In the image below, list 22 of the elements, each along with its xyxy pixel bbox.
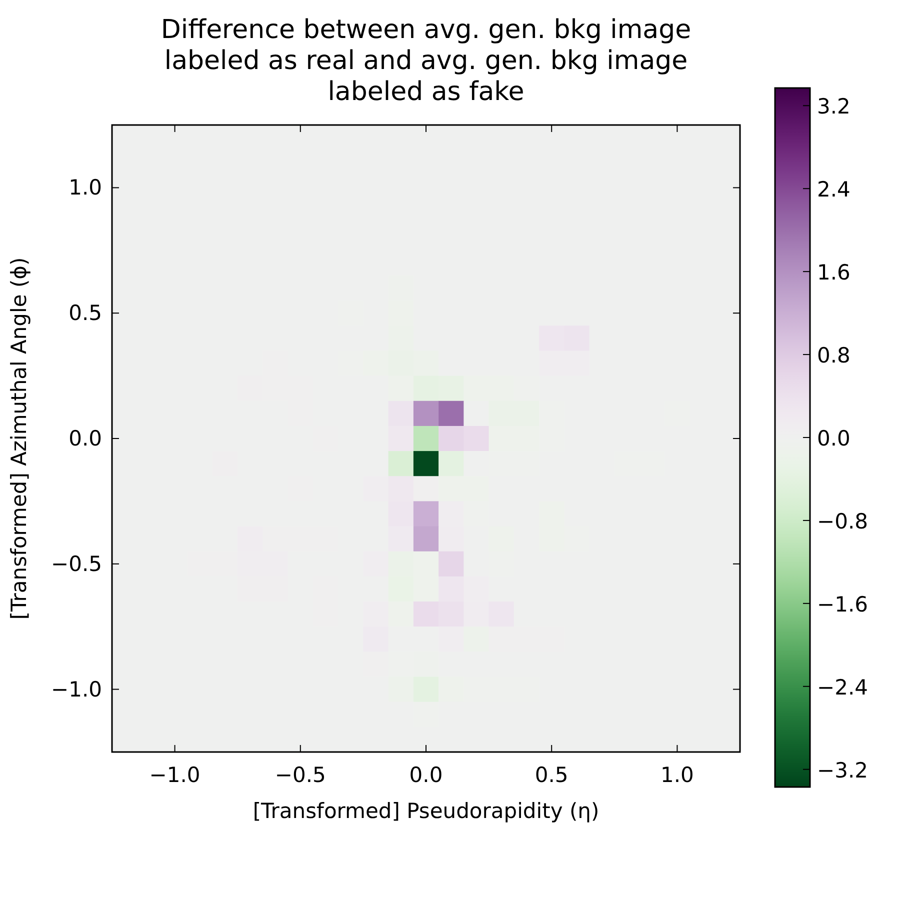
color-bar-label: 1.6 [817, 260, 850, 285]
x-tick-label: 0.5 [534, 763, 568, 787]
y-tick-label: 0.5 [68, 301, 102, 326]
color-bar-label: 2.4 [817, 178, 850, 202]
x-axis-title: [Transformed] Pseudorapidity (η) [252, 799, 600, 823]
x-tick-label: 1.0 [660, 763, 694, 787]
color-bar-label: −3.2 [817, 758, 868, 782]
color-bar-label: 0.8 [817, 344, 850, 368]
color-bar-label: −1.6 [817, 592, 868, 616]
chart-title: Difference between avg. gen. bkg image labeled as real and avg. gen. bkg image labeled as fake [160, 15, 692, 107]
x-tick-label: −0.5 [274, 763, 326, 787]
color-bar-label: −2.4 [817, 675, 868, 700]
y-tick-label: 1.0 [68, 176, 102, 200]
color-bar-label: 0.0 [817, 426, 850, 450]
y-tick-label: −1.0 [51, 677, 102, 702]
color-bar-label: 3.2 [817, 94, 850, 119]
x-tick-label: −1.0 [149, 763, 200, 787]
y-axis-title: [Transformed] Azimuthal Angle (ϕ) [7, 257, 31, 620]
y-tick-label: 0.0 [68, 426, 102, 450]
color-bar-label: −0.8 [817, 509, 868, 534]
x-tick-label: 0.0 [409, 763, 443, 787]
y-tick-label: −0.5 [51, 552, 102, 576]
